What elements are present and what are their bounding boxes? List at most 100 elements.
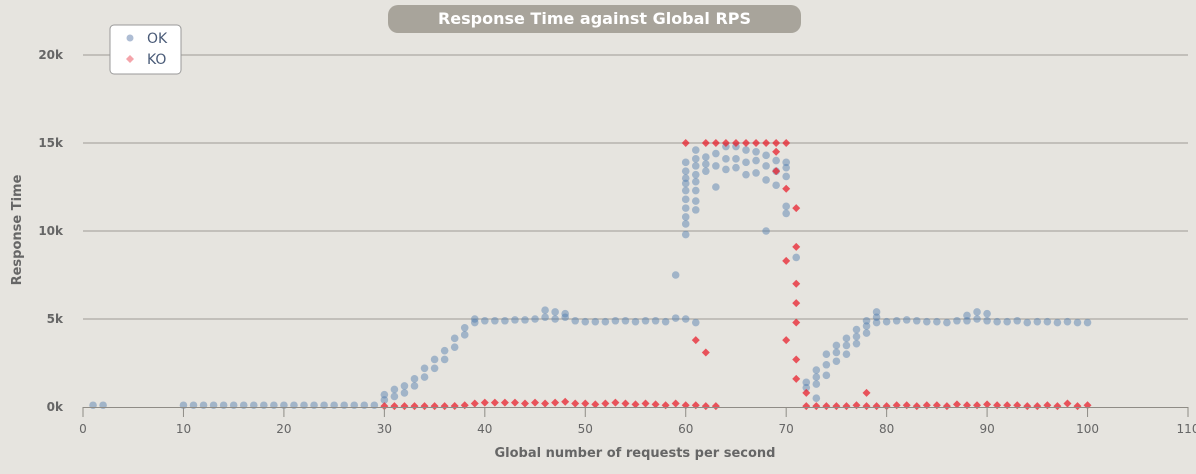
ko-point[interactable] (1033, 402, 1042, 411)
ko-point[interactable] (470, 399, 479, 408)
ko-point[interactable] (460, 401, 469, 410)
ko-point[interactable] (832, 402, 841, 411)
ok-point[interactable] (792, 253, 801, 262)
ok-point[interactable] (923, 317, 931, 326)
ko-point[interactable] (1023, 402, 1032, 411)
ok-point[interactable] (470, 318, 479, 327)
ok-point[interactable] (712, 149, 720, 158)
ok-point[interactable] (782, 202, 790, 211)
ok-point[interactable] (702, 160, 710, 168)
ok-point[interactable] (1013, 316, 1022, 325)
ok-point[interactable] (782, 163, 790, 172)
ok-point[interactable] (812, 394, 821, 403)
ok-point[interactable] (380, 390, 389, 399)
ok-point[interactable] (842, 334, 851, 343)
ok-point[interactable] (702, 153, 710, 161)
ok-point[interactable] (400, 382, 409, 390)
ok-point[interactable] (681, 230, 690, 239)
ok-point[interactable] (470, 315, 479, 323)
ko-point[interactable] (701, 348, 710, 357)
ko-point[interactable] (922, 401, 931, 410)
ok-point[interactable] (691, 318, 700, 327)
ok-point[interactable] (681, 174, 690, 182)
ok-point[interactable] (420, 373, 429, 381)
ok-point[interactable] (953, 316, 961, 325)
ok-point[interactable] (681, 220, 690, 228)
ok-point[interactable] (732, 163, 740, 172)
ko-point[interactable] (490, 398, 499, 407)
ok-point[interactable] (651, 316, 660, 325)
ko-point[interactable] (792, 204, 801, 213)
ko-point[interactable] (842, 402, 851, 411)
ok-point[interactable] (993, 317, 1001, 326)
ok-point[interactable] (681, 179, 690, 188)
ko-point[interactable] (762, 139, 771, 147)
ok-point[interactable] (862, 316, 871, 325)
ok-point[interactable] (1063, 317, 1072, 326)
ok-point[interactable] (641, 316, 650, 325)
ok-point[interactable] (601, 317, 610, 326)
ok-point[interactable] (1033, 317, 1042, 326)
ok-point[interactable] (872, 318, 881, 327)
ok-point[interactable] (973, 308, 981, 316)
ok-point[interactable] (440, 355, 449, 364)
ok-point[interactable] (742, 170, 750, 179)
ok-point[interactable] (1073, 318, 1082, 327)
ko-point[interactable] (802, 402, 811, 411)
ko-point[interactable] (772, 167, 781, 176)
ok-point[interactable] (852, 339, 861, 348)
ko-point[interactable] (872, 402, 881, 411)
ok-point[interactable] (983, 316, 991, 325)
ok-point[interactable] (852, 332, 861, 341)
ko-point[interactable] (1053, 402, 1062, 411)
ok-point[interactable] (802, 378, 811, 387)
ok-point[interactable] (762, 176, 770, 184)
ok-point[interactable] (501, 316, 509, 325)
ko-point[interactable] (812, 402, 821, 411)
ok-point[interactable] (460, 331, 469, 339)
ok-point[interactable] (862, 329, 871, 337)
ko-point[interactable] (711, 402, 720, 411)
ok-point[interactable] (802, 383, 811, 392)
ok-point[interactable] (983, 309, 991, 318)
ok-point[interactable] (762, 151, 770, 160)
ko-point[interactable] (651, 400, 660, 409)
ok-point[interactable] (842, 350, 851, 359)
legend-ok-label[interactable]: OK (147, 31, 168, 47)
ko-point[interactable] (963, 401, 971, 410)
ko-point[interactable] (641, 399, 650, 408)
ko-point[interactable] (912, 402, 921, 411)
ok-point[interactable] (541, 306, 549, 315)
ko-point[interactable] (782, 184, 791, 193)
ok-point[interactable] (460, 324, 469, 332)
ko-point[interactable] (601, 399, 610, 408)
ok-point[interactable] (430, 364, 439, 373)
ok-point[interactable] (902, 316, 911, 324)
legend-ko-label[interactable]: KO (147, 52, 166, 68)
ok-point[interactable] (712, 162, 720, 170)
ok-point[interactable] (742, 146, 750, 154)
ok-point[interactable] (832, 357, 841, 366)
ok-point[interactable] (762, 227, 770, 235)
ok-point[interactable] (782, 158, 790, 167)
ko-point[interactable] (782, 256, 791, 265)
ko-point[interactable] (390, 402, 399, 411)
ko-point[interactable] (541, 399, 550, 408)
ko-point[interactable] (752, 139, 761, 147)
ok-point[interactable] (722, 165, 730, 174)
ok-point[interactable] (872, 308, 881, 316)
ok-point[interactable] (752, 156, 760, 165)
ko-point[interactable] (983, 400, 992, 409)
ko-point[interactable] (711, 139, 720, 147)
ko-point[interactable] (701, 402, 710, 411)
ok-point[interactable] (963, 316, 971, 325)
ok-point[interactable] (681, 315, 690, 323)
ok-point[interactable] (782, 172, 790, 181)
ok-point[interactable] (671, 314, 680, 322)
ok-point[interactable] (772, 156, 780, 165)
ok-point[interactable] (611, 316, 620, 325)
ko-point[interactable] (531, 398, 540, 407)
ko-point[interactable] (420, 402, 429, 411)
ko-point[interactable] (782, 336, 791, 345)
ko-point[interactable] (581, 399, 590, 408)
